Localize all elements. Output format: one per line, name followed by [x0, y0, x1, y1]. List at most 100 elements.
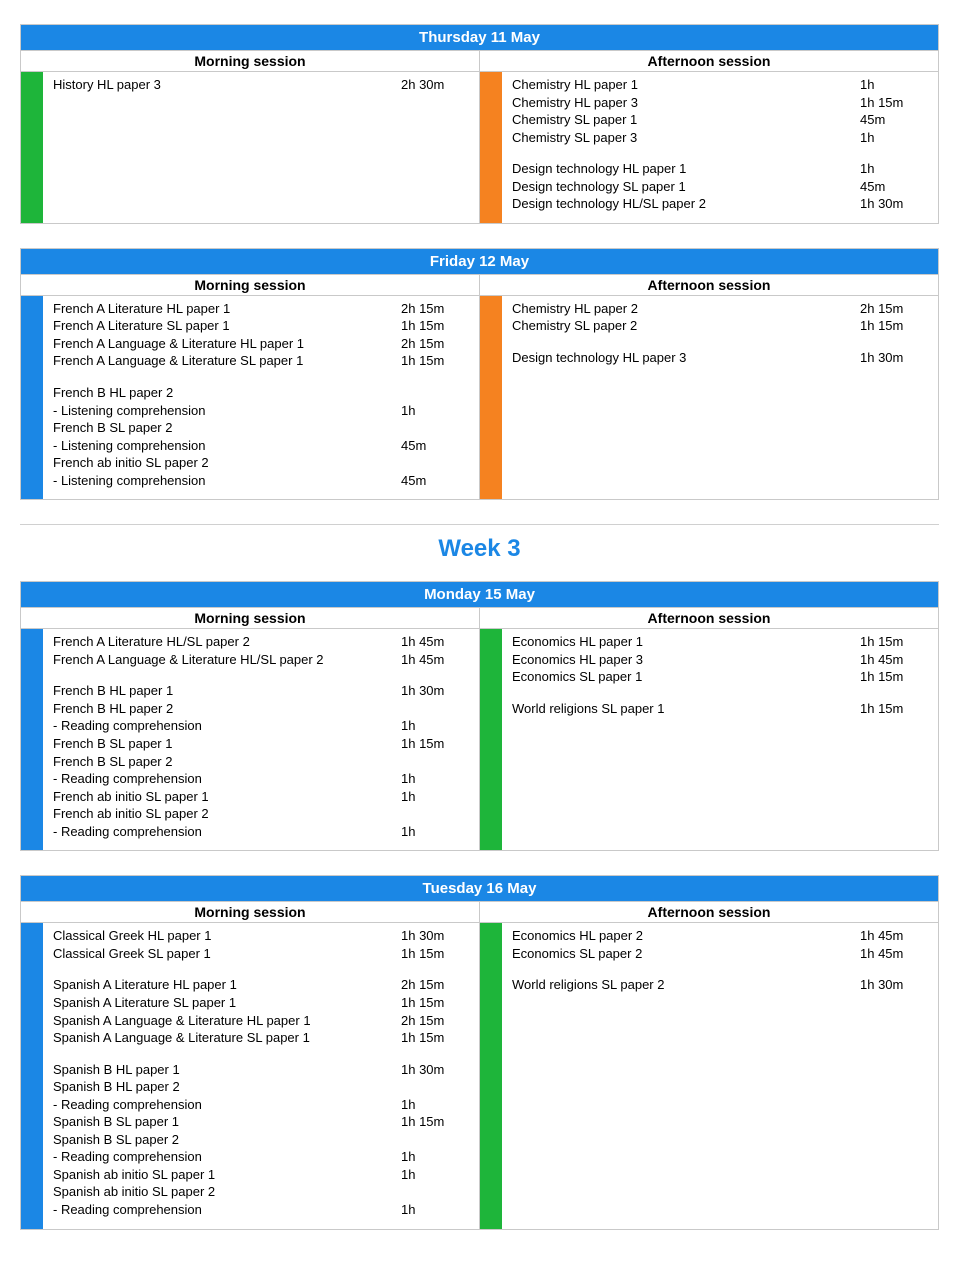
morning-content: French A Literature HL paper 12h 15m Fren…: [43, 296, 479, 499]
day-header: Thursday 11 May: [21, 25, 938, 50]
exam-row: - Reading comprehension1h: [53, 1096, 471, 1114]
exam-subject: Economics HL paper 1: [512, 633, 860, 651]
exam-row: World religions SL paper 11h 15m: [512, 700, 930, 718]
exam-row: Economics SL paper 11h 15m: [512, 668, 930, 686]
exam-subject: - Listening comprehension: [53, 472, 401, 490]
exam-duration: [401, 1131, 471, 1149]
afternoon-session-header: Afternoon session: [479, 607, 938, 629]
day-header: Friday 12 May: [21, 249, 938, 274]
exam-subject: French ab initio SL paper 2: [53, 805, 401, 823]
exam-subject: French B SL paper 1: [53, 735, 401, 753]
morning-color-bar: [21, 629, 43, 850]
exam-duration: 1h: [860, 76, 930, 94]
exam-row: - Listening comprehension45m: [53, 437, 471, 455]
exam-row: French ab initio SL paper 2: [53, 454, 471, 472]
session-headers: Morning sessionAfternoon session: [21, 607, 938, 629]
exam-duration: 1h 15m: [401, 352, 471, 370]
exam-row: Spanish B HL paper 11h 30m: [53, 1061, 471, 1079]
exam-row: Spanish A Literature HL paper 12h 15m: [53, 976, 471, 994]
afternoon-session: Chemistry HL paper 11hChemistry HL paper…: [479, 72, 938, 223]
exam-row: French A Language & Literature HL/SL pap…: [53, 651, 471, 669]
exam-duration: 1h: [860, 129, 930, 147]
exam-duration: 1h: [401, 1201, 471, 1219]
exam-subject: Economics SL paper 1: [512, 668, 860, 686]
exam-duration: 1h 15m: [401, 317, 471, 335]
exam-subject: Classical Greek HL paper 1: [53, 927, 401, 945]
exam-subject: Chemistry SL paper 2: [512, 317, 860, 335]
exam-duration: 1h 15m: [401, 1113, 471, 1131]
exam-subject: World religions SL paper 2: [512, 976, 860, 994]
afternoon-session-header: Afternoon session: [479, 901, 938, 923]
morning-session: History HL paper 32h 30m: [21, 72, 479, 223]
spacer-row: [512, 335, 930, 349]
exam-row: French ab initio SL paper 11h: [53, 788, 471, 806]
exam-duration: [401, 384, 471, 402]
exam-row: French B SL paper 2: [53, 419, 471, 437]
afternoon-color-bar: [480, 923, 502, 1228]
exam-duration: [401, 1183, 471, 1201]
exam-subject: - Reading comprehension: [53, 770, 401, 788]
exam-row: French ab initio SL paper 2: [53, 805, 471, 823]
exam-duration: 1h 30m: [860, 349, 930, 367]
session-headers: Morning sessionAfternoon session: [21, 274, 938, 296]
exam-subject: French B SL paper 2: [53, 419, 401, 437]
afternoon-color-bar: [480, 72, 502, 223]
sessions-row: Classical Greek HL paper 11h 30mClassica…: [21, 923, 938, 1228]
exam-duration: 1h: [860, 160, 930, 178]
exam-duration: [401, 1078, 471, 1096]
morning-session: French A Literature HL paper 12h 15m Fren…: [21, 296, 479, 499]
exam-subject: French ab initio SL paper 2: [53, 454, 401, 472]
exam-subject: Spanish ab initio SL paper 1: [53, 1166, 401, 1184]
morning-content: Classical Greek HL paper 11h 30mClassica…: [43, 923, 479, 1228]
exam-duration: 1h 30m: [401, 682, 471, 700]
exam-row: Chemistry HL paper 11h: [512, 76, 930, 94]
sessions-row: French A Literature HL/SL paper 21h 45mF…: [21, 629, 938, 850]
exam-subject: Spanish A Language & Literature HL paper…: [53, 1012, 401, 1030]
exam-subject: Design technology SL paper 1: [512, 178, 860, 196]
exam-row: Spanish A Literature SL paper 11h 15m: [53, 994, 471, 1012]
morning-session: French A Literature HL/SL paper 21h 45mF…: [21, 629, 479, 850]
exam-duration: 2h 30m: [401, 76, 471, 94]
morning-content: History HL paper 32h 30m: [43, 72, 479, 223]
exam-row: Chemistry SL paper 31h: [512, 129, 930, 147]
spacer-row: [53, 1047, 471, 1061]
exam-subject: French B HL paper 2: [53, 700, 401, 718]
exam-subject: - Listening comprehension: [53, 402, 401, 420]
exam-row: French B SL paper 11h 15m: [53, 735, 471, 753]
exam-subject: Spanish B SL paper 1: [53, 1113, 401, 1131]
exam-duration: 1h 15m: [401, 1029, 471, 1047]
exam-subject: - Reading comprehension: [53, 1201, 401, 1219]
exam-duration: 1h 15m: [860, 317, 930, 335]
exam-row: French A Literature HL/SL paper 21h 45m: [53, 633, 471, 651]
exam-subject: - Reading comprehension: [53, 823, 401, 841]
exam-duration: 45m: [401, 437, 471, 455]
spacer-row: [512, 686, 930, 700]
exam-subject: - Reading comprehension: [53, 1148, 401, 1166]
session-headers: Morning sessionAfternoon session: [21, 50, 938, 72]
spacer-row: [53, 962, 471, 976]
afternoon-session: Economics HL paper 11h 15mEconomics HL p…: [479, 629, 938, 850]
exam-row: French B HL paper 2: [53, 700, 471, 718]
exam-row: Spanish A Language & Literature SL paper…: [53, 1029, 471, 1047]
exam-row: Economics HL paper 21h 45m: [512, 927, 930, 945]
day-header: Monday 15 May: [21, 582, 938, 607]
exam-duration: 1h 45m: [860, 651, 930, 669]
exam-subject: Design technology HL paper 1: [512, 160, 860, 178]
exam-row: French B SL paper 2: [53, 753, 471, 771]
exam-subject: Spanish A Literature HL paper 1: [53, 976, 401, 994]
exam-subject: Spanish B SL paper 2: [53, 1131, 401, 1149]
exam-subject: - Listening comprehension: [53, 437, 401, 455]
exam-row: French A Literature HL paper 12h 15m: [53, 300, 471, 318]
exam-subject: - Reading comprehension: [53, 717, 401, 735]
session-headers: Morning sessionAfternoon session: [21, 901, 938, 923]
exam-subject: Spanish A Literature SL paper 1: [53, 994, 401, 1012]
exam-duration: 45m: [860, 178, 930, 196]
exam-duration: 45m: [401, 472, 471, 490]
exam-row: Spanish B SL paper 2: [53, 1131, 471, 1149]
morning-session: Classical Greek HL paper 11h 30mClassica…: [21, 923, 479, 1228]
exam-subject: History HL paper 3: [53, 76, 401, 94]
exam-duration: 1h 15m: [860, 700, 930, 718]
exam-row: - Reading comprehension1h: [53, 1201, 471, 1219]
exam-duration: 1h 45m: [401, 651, 471, 669]
exam-duration: 1h: [401, 1166, 471, 1184]
